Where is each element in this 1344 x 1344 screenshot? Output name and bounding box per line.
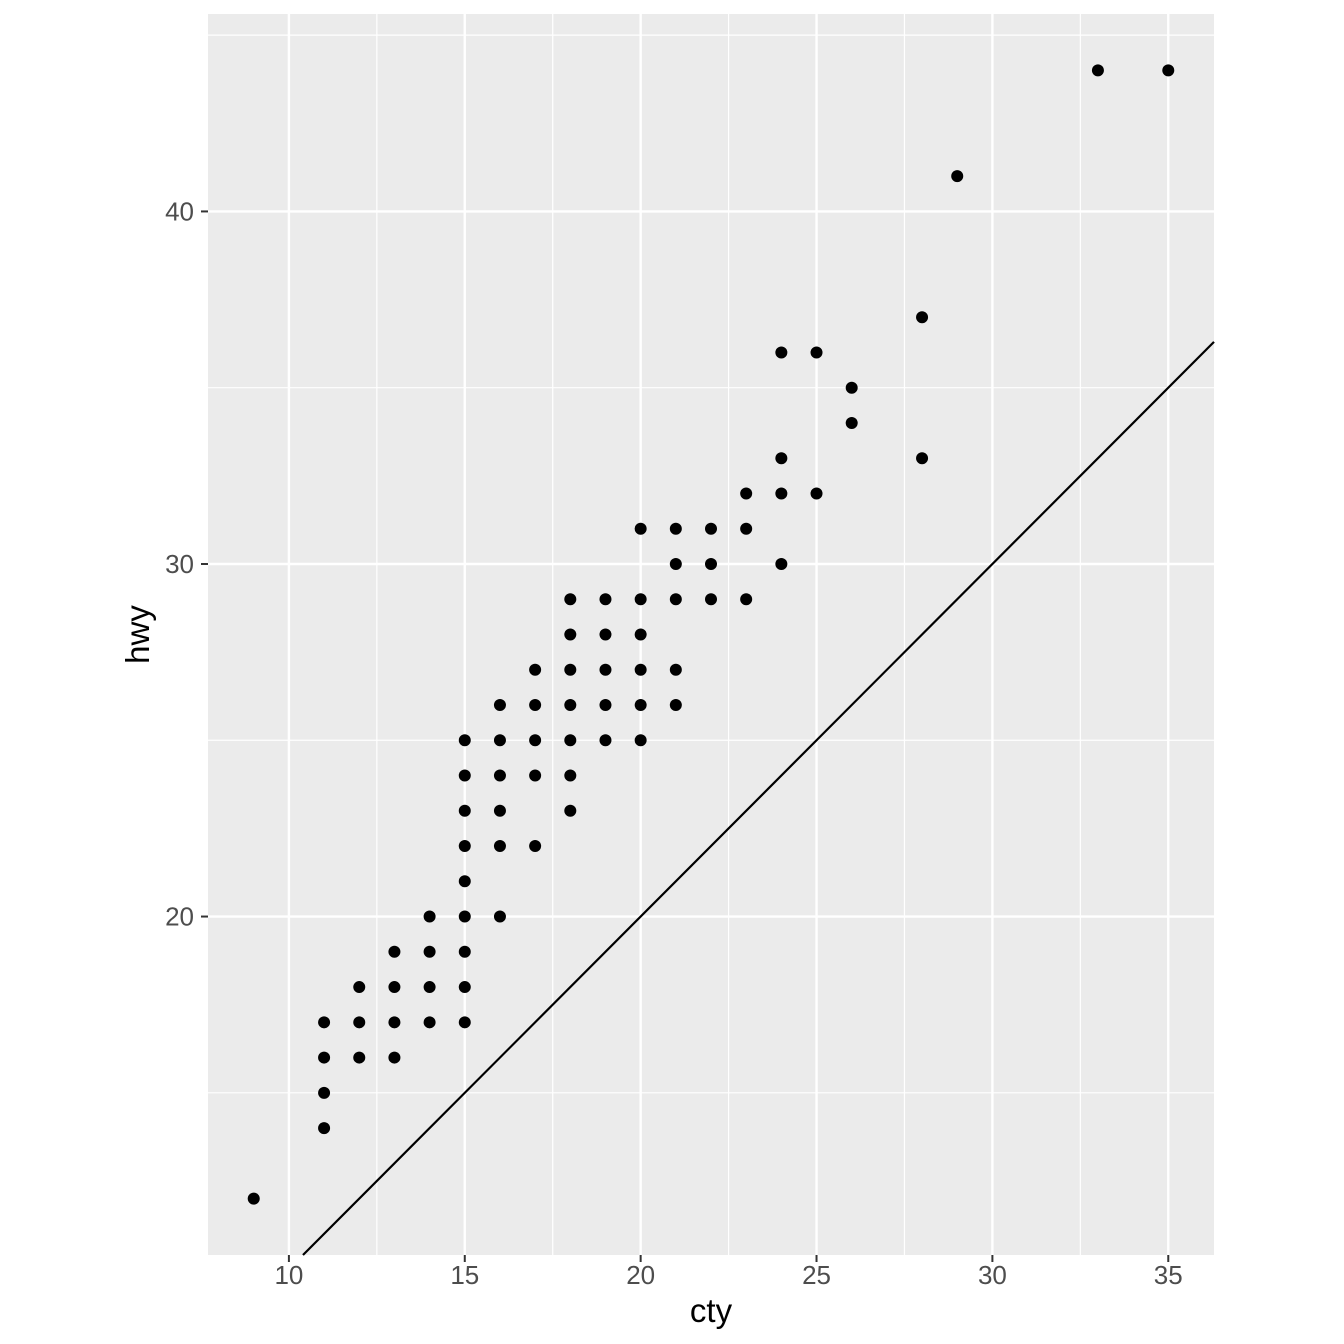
data-point: [458, 734, 471, 747]
data-point: [775, 346, 788, 359]
data-point: [564, 734, 577, 747]
data-point: [634, 734, 647, 747]
y-tick-label: 40: [165, 196, 194, 226]
data-point: [669, 593, 682, 606]
data-point: [775, 487, 788, 500]
x-tick-label: 15: [450, 1260, 479, 1290]
identity-line: [302, 341, 1215, 1256]
data-point: [564, 628, 577, 641]
data-point: [318, 1086, 331, 1099]
data-point: [493, 699, 506, 712]
data-point: [353, 1051, 366, 1064]
data-point: [318, 1122, 331, 1135]
data-point: [458, 875, 471, 888]
data-point: [423, 981, 436, 994]
data-point: [845, 381, 858, 394]
data-point: [353, 1016, 366, 1029]
x-tick-label: 35: [1154, 1260, 1183, 1290]
data-point: [951, 170, 964, 183]
data-point: [634, 699, 647, 712]
data-point: [564, 769, 577, 782]
data-point: [1162, 64, 1175, 77]
data-point: [247, 1192, 260, 1205]
axis-tick-marks: [201, 210, 1170, 1262]
data-point: [458, 945, 471, 958]
data-point: [493, 840, 506, 853]
data-point: [599, 699, 612, 712]
data-point: [705, 522, 717, 535]
data-point: [599, 734, 612, 747]
data-point: [423, 910, 436, 923]
data-point: [916, 311, 929, 324]
minor-gridlines: [208, 14, 1214, 1255]
y-tick-label: 30: [165, 549, 194, 579]
data-point: [529, 734, 542, 747]
data-point: [669, 699, 682, 712]
data-point: [493, 734, 506, 747]
data-point: [564, 804, 577, 817]
data-point: [493, 804, 506, 817]
data-point: [458, 910, 471, 923]
x-tick-label: 30: [978, 1260, 1007, 1290]
data-point: [634, 663, 647, 676]
data-point: [318, 1051, 331, 1064]
data-point: [529, 840, 542, 853]
x-tick-label: 25: [802, 1260, 831, 1290]
data-point: [705, 593, 717, 606]
data-point: [388, 1051, 401, 1064]
data-point: [845, 416, 858, 429]
data-point: [529, 663, 542, 676]
data-point: [458, 840, 471, 853]
data-point: [564, 699, 577, 712]
data-point: [564, 663, 577, 676]
data-point: [1091, 64, 1104, 77]
data-point: [634, 593, 647, 606]
data-point: [318, 1016, 331, 1029]
data-point: [740, 522, 753, 535]
y-tick-label: 20: [165, 902, 194, 932]
data-point: [388, 1016, 401, 1029]
data-point: [599, 628, 612, 641]
data-point: [529, 769, 542, 782]
data-point: [669, 557, 682, 570]
data-point: [599, 593, 612, 606]
data-point: [388, 981, 401, 994]
axis-tick-labels: 10 15 20 25 30 35 20 30 40: [165, 196, 1183, 1290]
data-point: [916, 452, 929, 465]
data-point: [458, 981, 471, 994]
x-tick-label: 20: [626, 1260, 655, 1290]
data-point: [423, 945, 436, 958]
data-point: [493, 910, 506, 923]
data-point: [669, 522, 682, 535]
data-point: [493, 769, 506, 782]
data-point: [775, 557, 788, 570]
data-point: [740, 593, 753, 606]
data-point: [529, 699, 542, 712]
data-point: [423, 1016, 436, 1029]
data-points: [247, 64, 1175, 1205]
data-point: [775, 452, 788, 465]
x-axis-title: cty: [690, 1292, 733, 1329]
data-point: [458, 804, 471, 817]
data-point: [810, 487, 823, 500]
data-point: [564, 593, 577, 606]
data-point: [810, 346, 823, 359]
x-tick-label: 10: [274, 1260, 303, 1290]
data-point: [740, 487, 753, 500]
data-point: [599, 663, 612, 676]
data-point: [634, 522, 647, 535]
data-point: [705, 557, 717, 570]
data-point: [388, 945, 401, 958]
y-axis-title: hwy: [119, 605, 156, 664]
data-point: [458, 1016, 471, 1029]
data-point: [458, 769, 471, 782]
plot-panel: [208, 14, 1214, 1255]
data-point: [634, 628, 647, 641]
data-point: [353, 981, 366, 994]
data-point: [669, 663, 682, 676]
